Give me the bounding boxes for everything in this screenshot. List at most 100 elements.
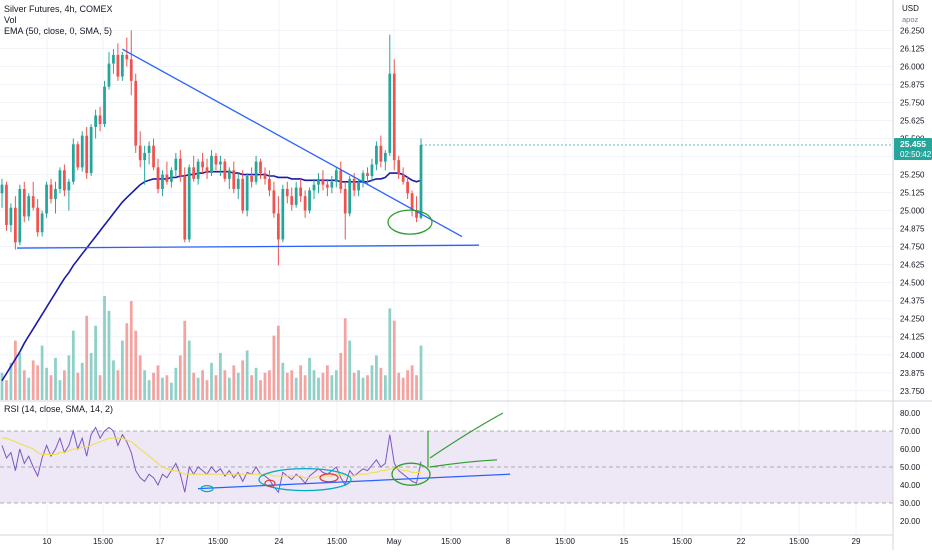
candle-body: [334, 170, 338, 182]
candle-body: [205, 167, 209, 174]
candle-body: [379, 145, 383, 162]
candle: [0, 178, 4, 208]
candle: [250, 167, 253, 188]
volume-bar: [276, 325, 280, 400]
candle-body: [107, 63, 111, 87]
candle-body: [388, 73, 392, 153]
candle: [134, 73, 138, 153]
volume-bar: [45, 367, 48, 400]
candle-body: [49, 184, 53, 200]
volume-bar: [89, 352, 93, 400]
price-tick-label: 24.750: [900, 243, 925, 252]
rsi-annotation-oval: [258, 467, 352, 492]
time-tick-label: 17: [156, 537, 165, 546]
candle: [187, 164, 191, 243]
symbol-title: Silver Futures, 4h, COMEX: [4, 4, 113, 14]
time-tick-label: 8: [506, 537, 511, 546]
volume-bar: [379, 367, 383, 400]
candle-body: [308, 190, 311, 211]
rsi-tick-label: 50.00: [900, 463, 921, 472]
candlesticks: [0, 30, 423, 266]
rsi-line: [1, 426, 422, 494]
rsi-annotation-small-oval: [200, 485, 214, 493]
volume-bar: [138, 355, 142, 400]
candle: [397, 155, 401, 179]
volume-bar: [174, 367, 178, 400]
time-tick-label: 15:00: [441, 537, 462, 546]
candle: [143, 145, 147, 185]
candle: [227, 167, 231, 189]
candle: [18, 184, 22, 246]
candle-body: [219, 161, 222, 165]
volume-bar: [71, 330, 75, 400]
volume-bar: [259, 380, 262, 400]
volume-bar: [227, 377, 231, 400]
candle-body: [94, 115, 97, 127]
candle-body: [178, 158, 182, 177]
volume-bar: [170, 382, 173, 400]
volume-bar: [13, 340, 17, 400]
volume-bar: [357, 370, 360, 400]
volume-bar: [147, 380, 151, 400]
ema-line: [1, 170, 422, 382]
candle: [138, 131, 142, 168]
volume-bar: [406, 370, 410, 400]
volume-bar: [388, 308, 392, 400]
volume-bar: [67, 355, 71, 400]
rsi-annotation-red-oval: [319, 473, 339, 483]
candle-body: [63, 170, 66, 191]
candle: [5, 181, 8, 231]
candle-body: [317, 178, 320, 185]
candle: [330, 176, 334, 194]
candle: [290, 187, 294, 211]
price-tick-label: 24.875: [900, 225, 925, 234]
candle: [419, 138, 423, 220]
candle: [156, 158, 160, 194]
volume-bar: [196, 377, 200, 400]
price-tick-label: 25.875: [900, 80, 925, 89]
candle-body: [196, 161, 200, 179]
candle-body: [361, 173, 365, 182]
candle: [9, 203, 13, 233]
candle-body: [263, 173, 267, 179]
candle: [236, 173, 240, 200]
candle-body: [254, 161, 258, 182]
candle: [49, 178, 53, 204]
candle: [272, 181, 276, 218]
time-tick-label: 15:00: [327, 537, 348, 546]
rsi-tick-label: 40.00: [900, 481, 921, 490]
candle: [361, 170, 365, 188]
rsi-tick-label: 30.00: [900, 499, 921, 508]
volume-bar: [352, 372, 356, 400]
volume-bar: [241, 360, 245, 400]
candle: [294, 181, 298, 208]
rsi-tick-label: 80.00: [900, 409, 921, 418]
candle: [40, 210, 44, 237]
rsi-legend: RSI (14, close, SMA, 14, 2): [4, 404, 113, 414]
time-tick-label: 22: [737, 537, 746, 546]
candle-body: [370, 164, 374, 177]
candle: [205, 158, 209, 179]
rsi-label: RSI (14, close, SMA, 14, 2): [4, 404, 114, 414]
candle: [36, 199, 40, 237]
candle: [147, 141, 151, 165]
candle: [120, 52, 124, 81]
volume-bar: [254, 367, 258, 400]
volume-bar: [94, 325, 97, 400]
candle-body: [67, 181, 71, 191]
time-tick-label: 10: [43, 537, 52, 546]
volume-bar: [210, 362, 213, 400]
candle: [80, 131, 84, 172]
volume-bar: [187, 340, 191, 400]
candle-body: [250, 176, 253, 182]
candle: [103, 80, 106, 127]
volume-bar: [205, 380, 209, 400]
candle: [116, 43, 120, 81]
candle: [54, 181, 57, 214]
volume-bar: [250, 375, 253, 400]
candle: [388, 34, 392, 156]
volume-bar: [22, 370, 26, 400]
time-tick-label: 15:00: [555, 537, 576, 546]
